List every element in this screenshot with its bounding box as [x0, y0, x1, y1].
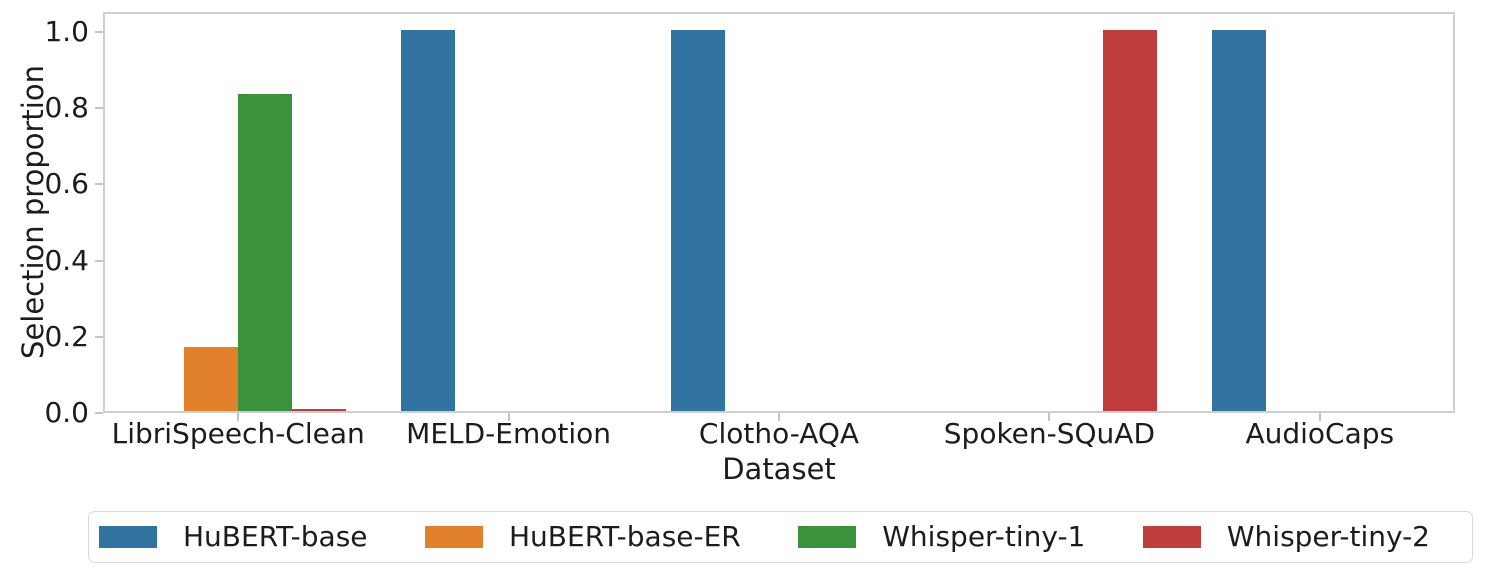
y-tick-label: 0.2	[44, 319, 89, 353]
y-tick-mark	[95, 259, 103, 262]
x-tick-label-librispeech-clean: LibriSpeech-Clean	[111, 417, 365, 450]
legend: HuBERT-base HuBERT-base-ER Whisper-tiny-1 W…	[88, 511, 1473, 563]
legend-swatch-icon	[798, 526, 857, 548]
legend-item-hubert-base-er: HuBERT-base-ER	[425, 523, 741, 551]
x-tick-label-meld-emotion: MELD-Emotion	[406, 417, 612, 450]
y-tick-mark	[95, 107, 103, 110]
legend-label: HuBERT-base	[183, 520, 368, 553]
legend-swatch-icon	[1142, 526, 1201, 548]
bar-whisper-tiny-2-spoken-squad	[1103, 30, 1158, 411]
x-tick-label-spoken-squad: Spoken-SQuAD	[943, 417, 1156, 450]
x-tick-label-clotho-aqa: Clotho-AQA	[698, 417, 860, 450]
y-tick-mark	[95, 335, 103, 338]
x-tick-mark	[507, 413, 510, 421]
legend-label: Whisper-tiny-1	[882, 520, 1086, 553]
legend-label: HuBERT-base-ER	[509, 520, 741, 553]
x-tick-mark	[1318, 413, 1321, 421]
y-tick-label: 0.0	[44, 396, 89, 429]
legend-swatch-icon	[99, 526, 157, 548]
bar-hubert-base-meld-emotion	[400, 30, 455, 411]
plot-area	[103, 12, 1455, 413]
y-tick-mark	[95, 412, 103, 414]
legend-label: Whisper-tiny-2	[1226, 520, 1430, 553]
y-tick-label: 0.8	[44, 91, 89, 125]
y-tick-mark	[95, 31, 103, 33]
bar-whisper-tiny-1-librispeech-clean	[238, 94, 293, 411]
x-tick-mark	[237, 413, 240, 421]
legend-item-hubert-base: HuBERT-base	[99, 523, 368, 551]
x-tick-label-audiocaps: AudioCaps	[1245, 417, 1395, 450]
x-axis-label: Dataset	[722, 452, 836, 486]
legend-item-whisper-tiny-2: Whisper-tiny-2	[1142, 520, 1430, 553]
x-tick-mark	[778, 413, 780, 421]
legend-item-whisper-tiny-1: Whisper-tiny-1	[798, 523, 1085, 551]
y-tick-label: 0.6	[44, 167, 89, 201]
y-tick-label: 0.4	[44, 243, 89, 277]
bar-whisper-tiny-2-librispeech-clean	[292, 409, 347, 411]
bar-hubert-base-er-librispeech-clean	[184, 347, 239, 411]
bar-hubert-base-audiocaps	[1211, 30, 1266, 411]
y-tick-label: 1.0	[44, 15, 89, 48]
y-tick-mark	[95, 183, 103, 186]
bar-hubert-base-clotho-aqa	[671, 30, 725, 411]
x-tick-mark	[1048, 413, 1051, 421]
legend-swatch-icon	[425, 526, 483, 548]
